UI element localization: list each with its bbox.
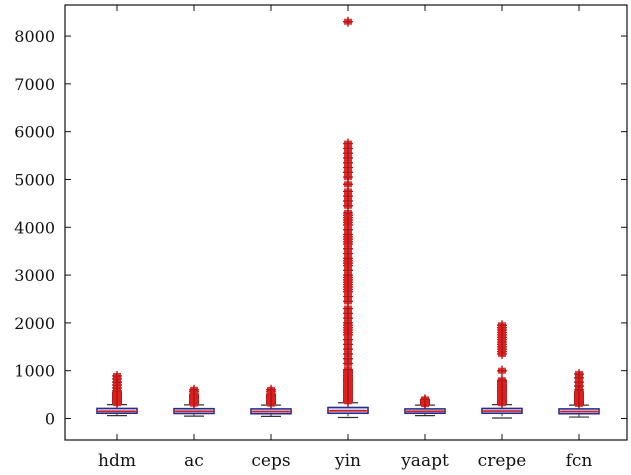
outlier-point — [343, 16, 353, 27]
y-tick-label: 3000 — [14, 266, 55, 285]
outlier-point — [189, 384, 199, 395]
tick-labels: 0 1000 2000 3000 4000 5000 6000 7000 8000 hdm ac ce… — [14, 27, 592, 471]
y-tick-label: 4000 — [14, 218, 55, 237]
y-tick-label: 1000 — [14, 362, 55, 381]
box-ac — [173, 384, 215, 417]
x-tick-label: fcn — [566, 451, 593, 471]
box-fcn — [558, 369, 600, 418]
x-tick-label: yin — [334, 451, 361, 471]
plot-marks — [96, 16, 600, 419]
outlier-point — [574, 369, 584, 380]
outlier-point — [497, 375, 507, 386]
y-tick-label: 2000 — [14, 314, 55, 333]
outlier-point — [497, 320, 507, 331]
y-tick-label: 0 — [45, 409, 55, 428]
x-tick-label: yaapt — [400, 451, 449, 471]
box-crepe — [481, 320, 523, 419]
y-tick-label: 6000 — [14, 123, 55, 142]
box-yaapt — [404, 394, 446, 417]
outlier-point — [266, 384, 276, 395]
y-tick-label: 8000 — [14, 27, 55, 46]
plot-frame — [64, 4, 628, 441]
x-tick-label: crepe — [478, 451, 527, 471]
box-hdm — [96, 370, 138, 417]
x-tick-label: hdm — [98, 451, 136, 471]
outlier-point — [112, 370, 122, 381]
outlier-point — [420, 394, 430, 405]
y-tick-label: 7000 — [14, 75, 55, 94]
axes — [64, 4, 628, 441]
outlier-point — [497, 365, 507, 376]
x-tick-label: ac — [184, 451, 204, 471]
box-yin — [327, 16, 369, 419]
box-ceps — [250, 384, 292, 417]
outlier-point — [343, 138, 353, 149]
y-tick-label: 5000 — [14, 170, 55, 189]
x-tick-label: ceps — [251, 451, 290, 471]
